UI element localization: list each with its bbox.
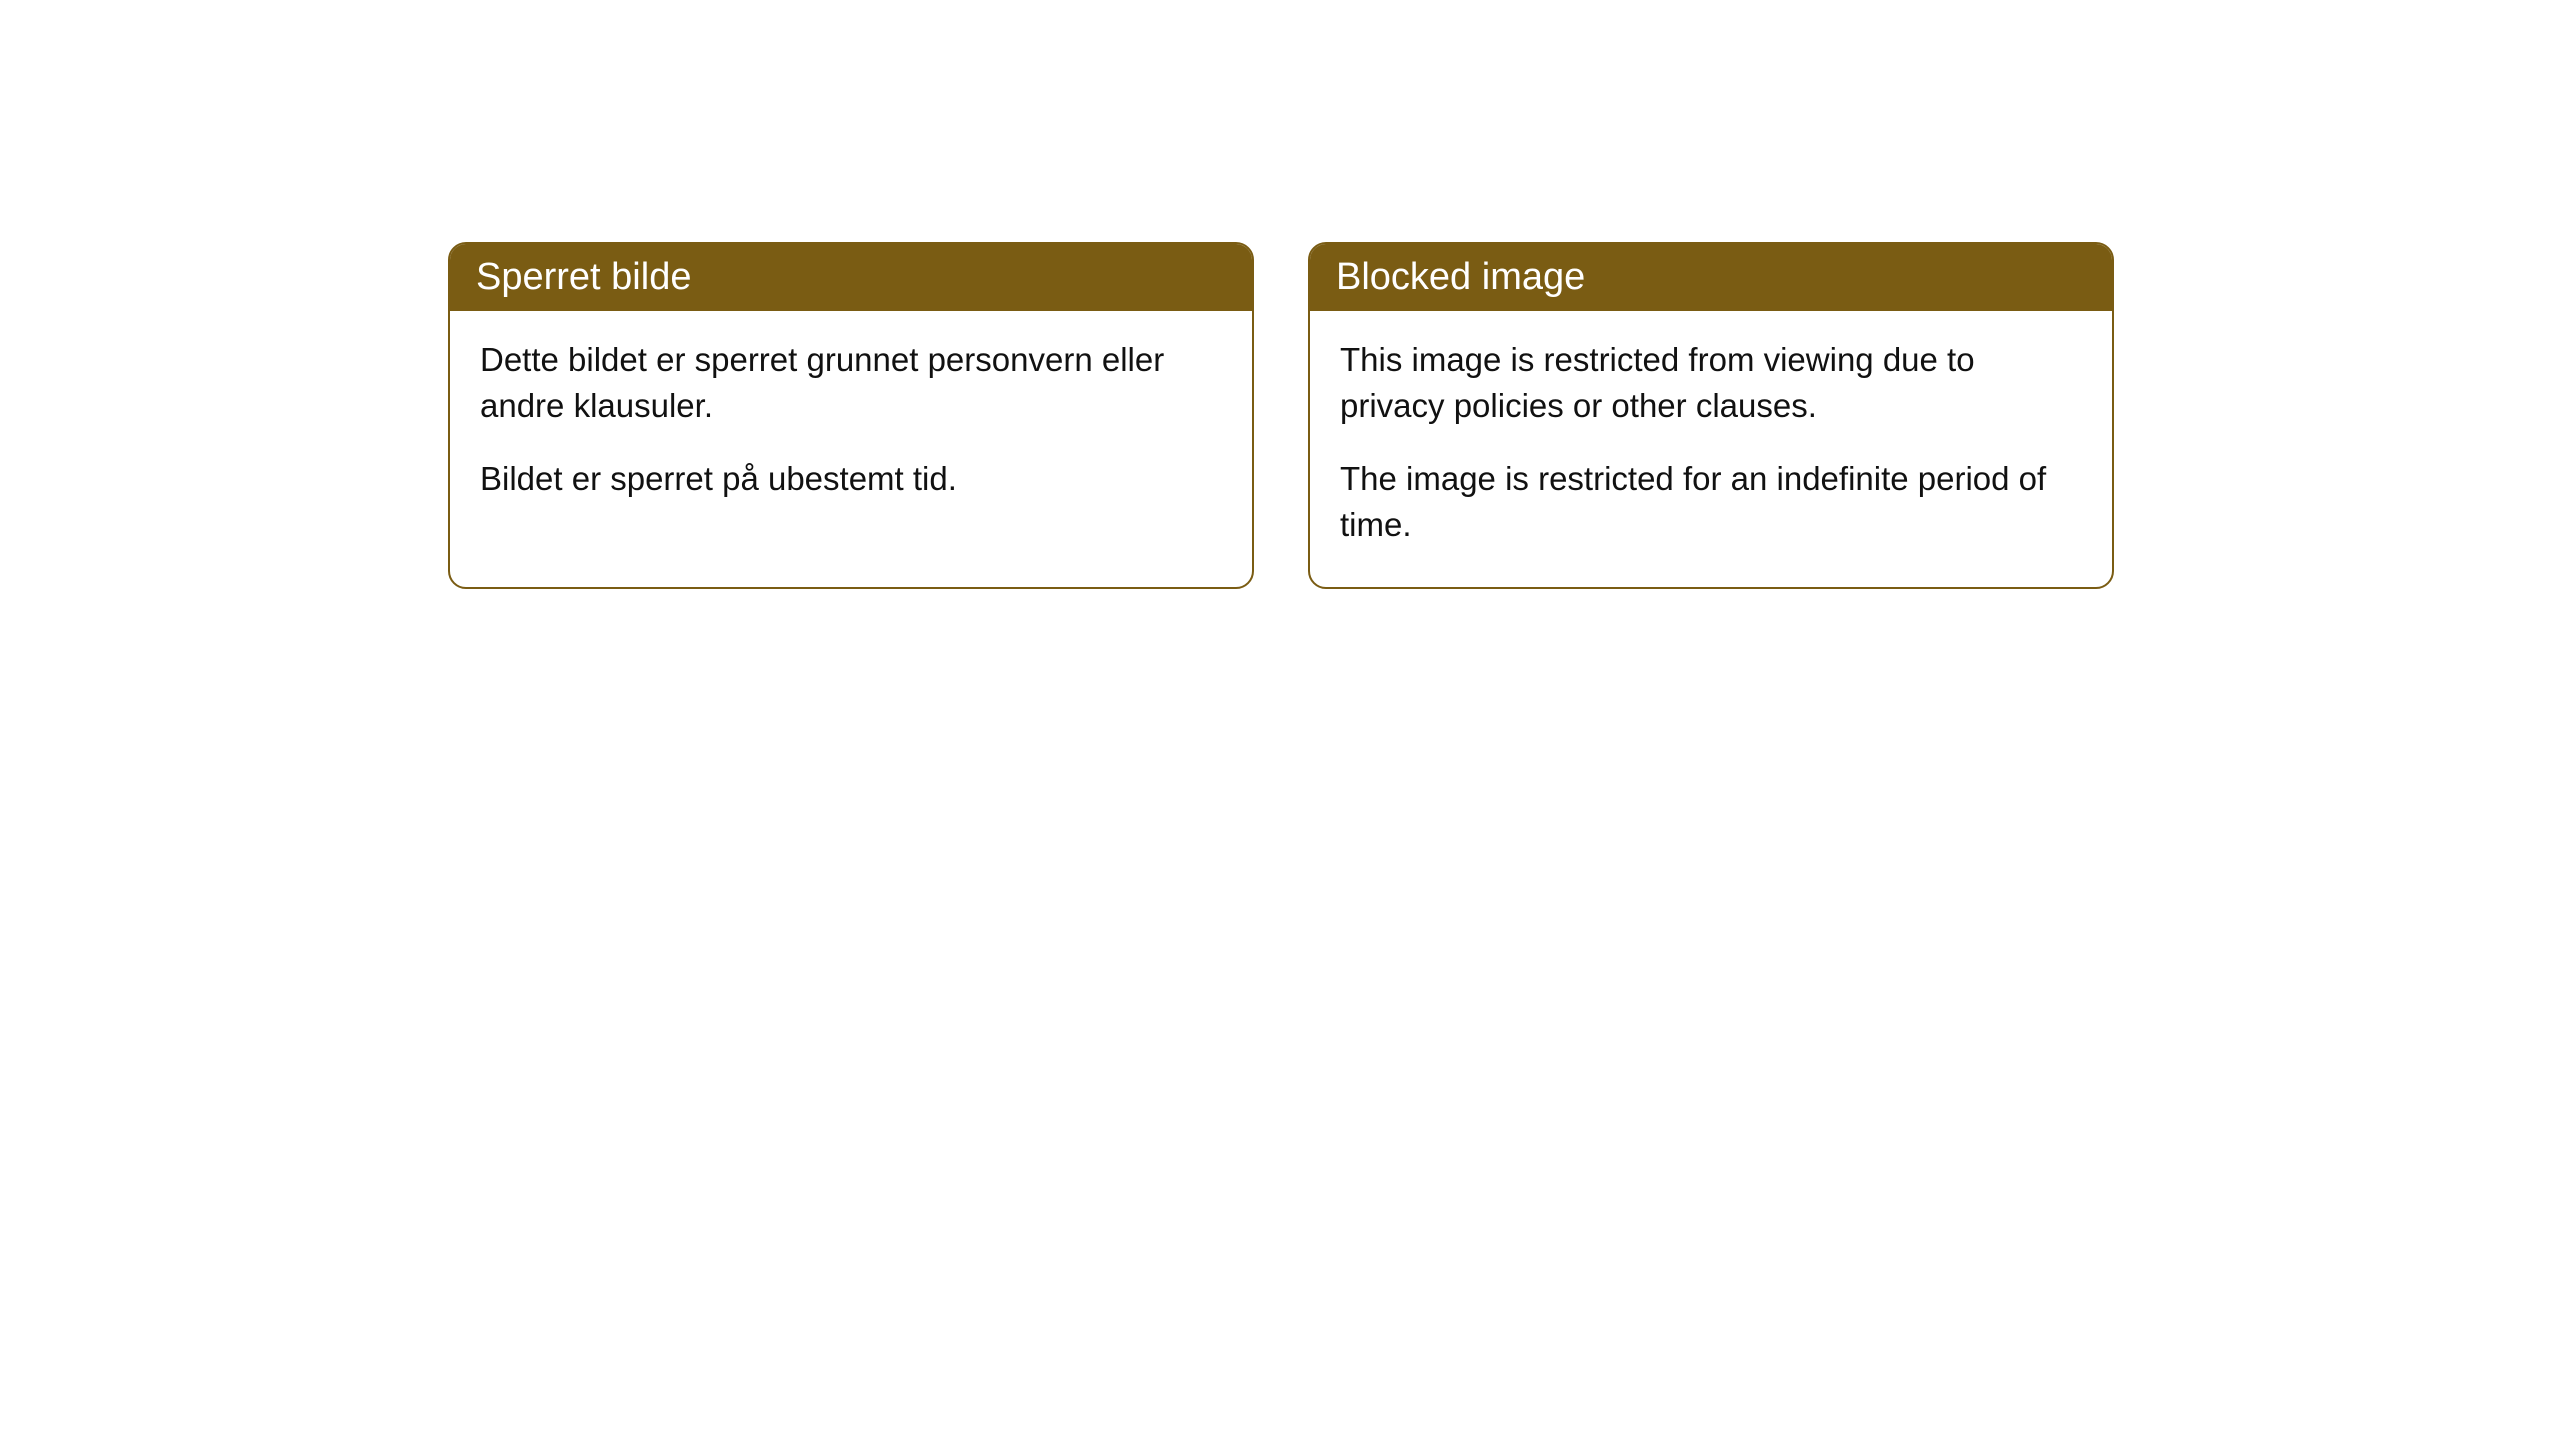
card-body-en: This image is restricted from viewing du…	[1310, 311, 2112, 587]
blocked-image-card-no: Sperret bilde Dette bildet er sperret gr…	[448, 242, 1254, 589]
notice-container: Sperret bilde Dette bildet er sperret gr…	[0, 0, 2560, 589]
card-paragraph: Dette bildet er sperret grunnet personve…	[480, 337, 1222, 428]
card-body-no: Dette bildet er sperret grunnet personve…	[450, 311, 1252, 542]
blocked-image-card-en: Blocked image This image is restricted f…	[1308, 242, 2114, 589]
card-header-en: Blocked image	[1310, 244, 2112, 311]
card-header-no: Sperret bilde	[450, 244, 1252, 311]
card-paragraph: This image is restricted from viewing du…	[1340, 337, 2082, 428]
card-paragraph: Bildet er sperret på ubestemt tid.	[480, 456, 1222, 502]
card-paragraph: The image is restricted for an indefinit…	[1340, 456, 2082, 547]
